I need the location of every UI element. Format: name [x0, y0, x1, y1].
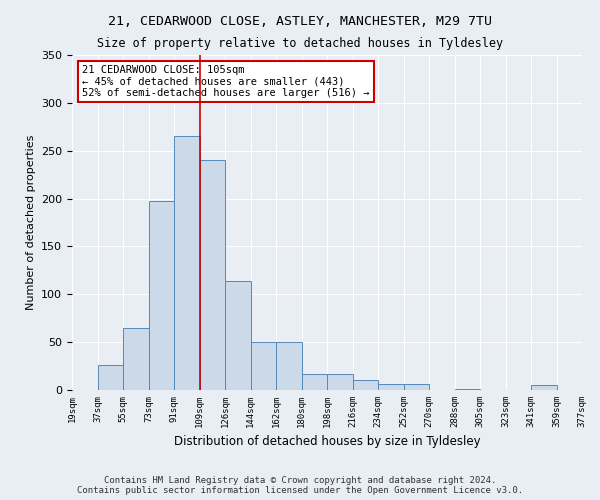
Bar	[149, 202, 174, 390]
Bar	[123, 328, 149, 390]
Bar	[327, 374, 353, 390]
Bar	[199, 160, 225, 390]
Bar	[302, 374, 327, 390]
Bar	[455, 389, 480, 390]
Bar	[225, 281, 251, 390]
Bar	[174, 136, 199, 390]
Bar	[531, 385, 557, 390]
Bar	[97, 365, 123, 390]
Bar	[353, 380, 378, 390]
Y-axis label: Number of detached properties: Number of detached properties	[26, 135, 35, 310]
Bar	[276, 342, 302, 390]
Text: 21 CEDARWOOD CLOSE: 105sqm
← 45% of detached houses are smaller (443)
52% of sem: 21 CEDARWOOD CLOSE: 105sqm ← 45% of deta…	[82, 65, 370, 98]
Bar	[378, 384, 404, 390]
Text: Size of property relative to detached houses in Tyldesley: Size of property relative to detached ho…	[97, 38, 503, 51]
Text: Contains HM Land Registry data © Crown copyright and database right 2024.
Contai: Contains HM Land Registry data © Crown c…	[77, 476, 523, 495]
Bar	[404, 384, 429, 390]
X-axis label: Distribution of detached houses by size in Tyldesley: Distribution of detached houses by size …	[173, 436, 481, 448]
Text: 21, CEDARWOOD CLOSE, ASTLEY, MANCHESTER, M29 7TU: 21, CEDARWOOD CLOSE, ASTLEY, MANCHESTER,…	[108, 15, 492, 28]
Bar	[251, 342, 276, 390]
